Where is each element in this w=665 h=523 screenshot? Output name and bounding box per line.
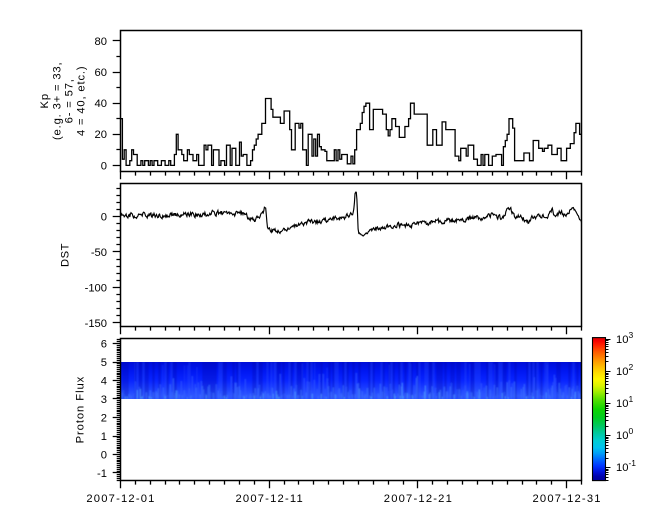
svg-text:0: 0 [101, 160, 107, 172]
svg-text:2: 2 [101, 412, 107, 424]
svg-text:0: 0 [101, 211, 107, 223]
svg-text:-1: -1 [97, 468, 107, 480]
svg-text:2007-12-01: 2007-12-01 [86, 493, 155, 505]
svg-text:Proton Flux: Proton Flux [74, 376, 86, 444]
svg-text:2007-12-21: 2007-12-21 [384, 493, 453, 505]
svg-text:6: 6 [101, 338, 107, 350]
svg-text:20: 20 [95, 129, 107, 141]
svg-text:2007-12-11: 2007-12-11 [235, 493, 303, 505]
svg-text:-100: -100 [85, 282, 107, 294]
svg-text:-150: -150 [85, 318, 107, 330]
svg-text:5: 5 [101, 357, 107, 369]
svg-text:40: 40 [95, 98, 107, 110]
svg-text:0: 0 [101, 449, 107, 461]
svg-text:Kp(e.g. 3+ = 33,6- = 57,4 = 40: Kp(e.g. 3+ = 33,6- = 57,4 = 40, etc.) [39, 62, 87, 140]
svg-text:60: 60 [95, 67, 107, 79]
svg-text:4: 4 [101, 375, 107, 387]
svg-text:3: 3 [101, 394, 107, 406]
svg-text:80: 80 [95, 36, 107, 48]
svg-text:1: 1 [101, 431, 107, 443]
svg-text:2007-12-31: 2007-12-31 [532, 493, 601, 505]
svg-text:-50: -50 [91, 247, 107, 259]
svg-text:DST: DST [60, 243, 72, 267]
